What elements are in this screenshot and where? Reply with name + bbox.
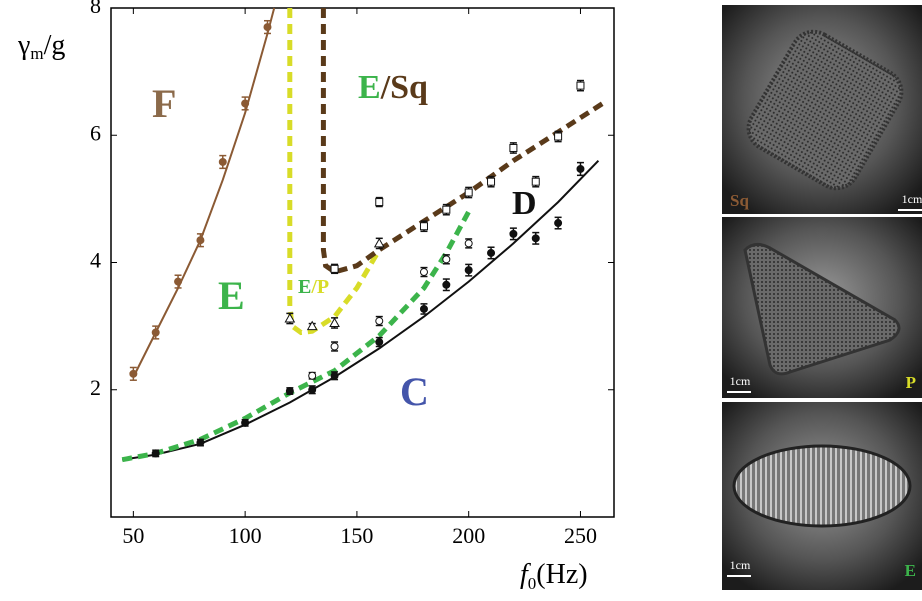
point [218,157,227,166]
point [263,23,272,32]
region-label: F [152,81,176,126]
panel-label: Sq [730,191,749,210]
point [442,255,451,264]
panel-label: P [906,373,916,392]
x-label-rest: (Hz) [536,559,587,590]
region-label-part: E [358,69,381,106]
x-axis-label: f0(Hz) [520,559,588,592]
x-tick-label: 150 [340,523,373,548]
point [241,99,250,108]
y-label-main: γ [17,30,30,61]
point [330,264,339,273]
point [151,449,160,458]
point [576,81,585,90]
region-label-part: E [218,273,245,318]
y-label-rest: /g [44,30,66,61]
point [375,338,384,347]
scale-label: 1cm [730,558,751,572]
point [531,234,540,243]
x-label-sub: 0 [528,574,537,593]
point [330,371,339,380]
region-label-part: D [512,185,537,222]
region-label-part: C [400,369,429,414]
x-tick-label: 250 [564,523,597,548]
fit-curve [122,160,600,461]
point [306,320,318,331]
point [241,418,250,427]
point [329,317,340,327]
point [487,248,496,257]
photo-shape [746,29,904,191]
point [442,205,451,214]
point [308,371,317,380]
point [419,222,428,231]
point [196,438,205,447]
scale-label: 1cm [730,374,751,388]
point [509,229,518,238]
x-tick-label: 100 [229,523,262,548]
point [373,237,385,248]
region-label-part: F [152,81,176,126]
photo-shape [732,444,912,528]
point [419,268,428,277]
fit-curve [132,7,276,378]
region-label: E/Sq [358,69,428,106]
point [487,177,496,186]
dashed-boundary [320,8,605,275]
y-axis-label: γm/g [17,30,65,62]
region-label: E/P [298,276,329,298]
region-label: D [512,185,537,222]
point [442,280,451,289]
point [576,164,585,173]
y-tick-label: 2 [90,375,101,400]
region-label-part: E [298,276,311,298]
region-label-part: /Sq [380,69,428,106]
y-label-sub: m [30,44,43,63]
point [151,328,160,337]
point [285,387,294,396]
region-label: E [218,273,245,318]
point [129,369,138,378]
photo-shape [743,243,901,376]
point [174,277,183,286]
point [531,177,540,186]
point [464,239,473,248]
point [330,342,339,351]
point [509,143,518,152]
region-label: C [400,369,429,414]
dashed-boundary [121,210,471,463]
y-tick-label: 4 [90,248,101,273]
point [419,304,428,313]
photo-panels [722,5,922,590]
x-tick-label: 50 [122,523,144,548]
point [464,266,473,275]
point [284,312,296,323]
y-tick-label: 6 [90,120,101,145]
panel-label: E [905,561,916,580]
point [375,198,384,207]
point [308,385,317,394]
scale-label: 1cm [902,192,922,206]
point [554,219,563,228]
region-label-part: /P [310,276,329,298]
y-tick-label: 8 [90,0,101,18]
x-label-main: f [520,559,531,590]
x-tick-label: 200 [452,523,485,548]
point [375,317,384,326]
point [554,132,563,141]
point [464,188,473,197]
point [196,236,205,245]
